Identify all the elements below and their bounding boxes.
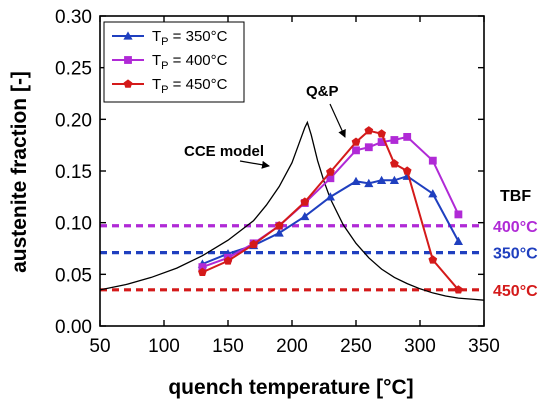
tbf-labels: 400°C 350°C 450°C: [493, 219, 538, 300]
data-point: [325, 192, 335, 201]
data-point: [454, 210, 463, 219]
data-point: [198, 263, 207, 272]
data-point: [377, 138, 386, 146]
data-point: [428, 255, 438, 264]
data-point: [389, 175, 399, 184]
x-tick-label: 50: [89, 336, 110, 357]
data-point: [274, 221, 284, 230]
qp-label: Q&P: [306, 83, 339, 100]
legend-swatch-marker: [123, 31, 133, 40]
qp-arrow: [329, 103, 346, 138]
y-axis-title: austenite fraction [-]: [8, 71, 31, 273]
x-tick-label: 300: [404, 336, 436, 357]
x-tick-label: 150: [212, 336, 244, 357]
data-point: [351, 137, 361, 146]
legend-item: TP = 450°C: [112, 76, 228, 96]
data-point: [326, 174, 335, 183]
cce-model-line: [99, 120, 485, 301]
legend-label: TP = 400°C: [152, 52, 228, 72]
cce-model-label: CCE model: [184, 143, 264, 160]
legend-swatch-marker: [124, 56, 132, 64]
legend-label: TP = 450°C: [152, 76, 228, 96]
data-point: [223, 256, 233, 265]
x-tick-label: 200: [276, 336, 308, 357]
legend-swatch-marker: [123, 79, 133, 88]
x-tick-label: 350: [468, 336, 500, 357]
data-point: [364, 178, 374, 188]
legend-item: TP = 350°C: [112, 28, 228, 48]
legend: TP = 350°C TP = 400°C TP = 450°C: [103, 21, 245, 103]
data-point: [274, 228, 284, 237]
legend-label: TP = 350°C: [152, 28, 228, 48]
data-point: [390, 136, 399, 144]
data-point: [453, 236, 463, 245]
data-point: [198, 267, 207, 276]
y-tick-label: 0.25: [55, 59, 92, 80]
cce-model-curve: [99, 120, 485, 301]
data-point: [364, 143, 373, 152]
y-tick-label: 0.10: [55, 214, 92, 235]
data-point: [300, 197, 310, 206]
data-point: [428, 189, 438, 198]
data-point: [403, 132, 412, 141]
data-point: [300, 211, 310, 221]
tbf-label: 400°C: [493, 219, 538, 236]
y-tick-label: 0.30: [55, 7, 92, 28]
x-axis-title: quench temperature [°C]: [168, 376, 413, 399]
tick-labels: 50 100 150 200 250 300 350 0.00 0.05 0.10 0.15 0.20…: [55, 7, 500, 357]
x-tick-label: 250: [340, 336, 372, 357]
data-point: [352, 146, 360, 155]
data-point: [402, 166, 412, 175]
tbf-label: 450°C: [493, 283, 538, 300]
data-point: [377, 129, 386, 138]
y-tick-label: 0.00: [55, 317, 92, 338]
data-series: [197, 126, 463, 294]
series-3: [198, 126, 463, 294]
tbf-title: TBF: [500, 188, 531, 205]
data-point: [428, 156, 437, 165]
y-tick-label: 0.05: [55, 265, 92, 286]
data-point: [249, 239, 258, 249]
data-point: [351, 176, 361, 186]
data-point: [364, 126, 374, 135]
legend-item: TP = 400°C: [112, 52, 228, 72]
y-tick-label: 0.20: [55, 110, 92, 131]
cce-model-arrow: [239, 160, 270, 169]
data-point: [326, 167, 335, 176]
x-tick-label: 100: [148, 336, 180, 357]
data-point: [377, 175, 387, 184]
data-point: [390, 159, 399, 168]
y-tick-label: 0.15: [55, 162, 92, 183]
data-point: [454, 285, 463, 294]
tbf-label: 350°C: [493, 246, 538, 263]
